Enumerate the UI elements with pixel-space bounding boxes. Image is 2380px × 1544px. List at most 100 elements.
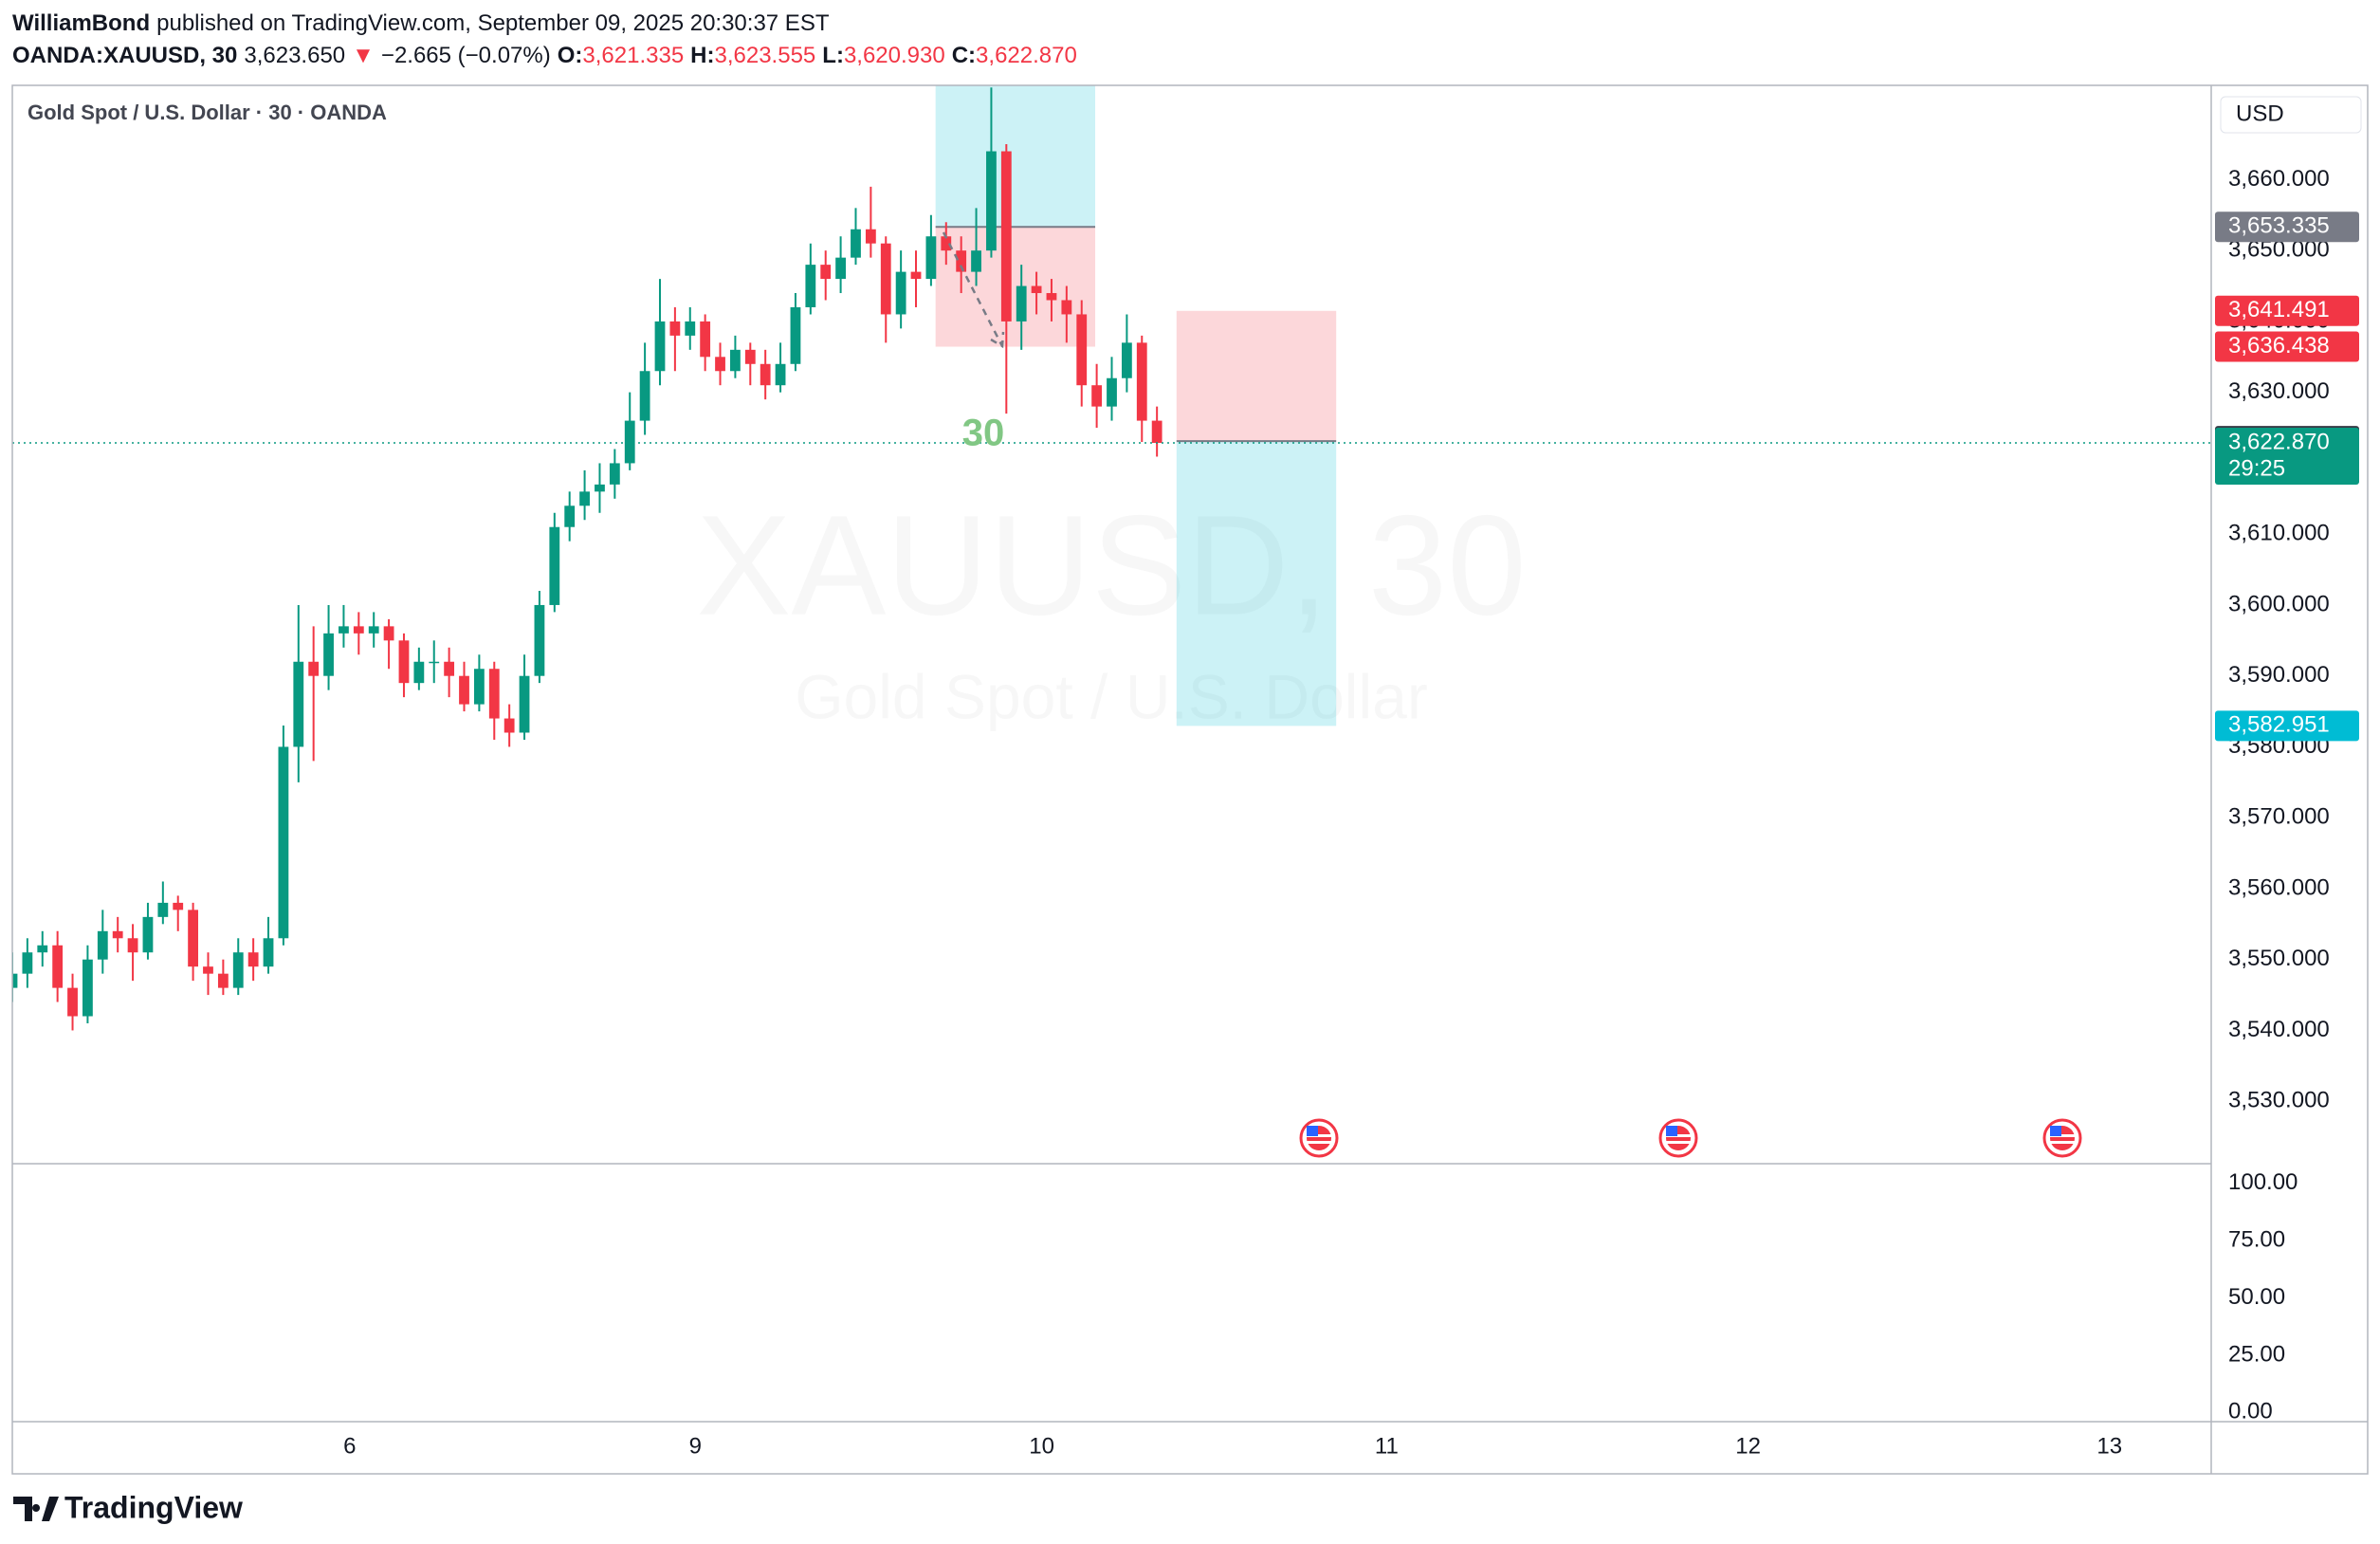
candle-body [1136,342,1147,421]
candle-body [12,973,18,988]
brand: TradingView [64,1490,243,1524]
candle-body [609,463,620,485]
candle-body [1151,420,1163,443]
event-flag [1299,1118,1339,1158]
candle-body [97,930,108,960]
candle-body [956,250,967,272]
footer: TradingView [13,1490,243,1524]
legend-title: Gold Spot / U.S. Dollar · 30 · OANDA [27,101,387,124]
candle-body [910,271,922,280]
y-tick-label: 3,570.000 [2228,804,2330,830]
price-label: 3,622.870 [2228,429,2330,454]
stop-zone [935,227,1096,347]
price-label-box [2215,331,2359,362]
candle-body [112,930,123,939]
countdown: 29:25 [2228,455,2285,481]
price: 3,623.650 [244,43,346,68]
candle-body [37,945,48,953]
price-label: 3,653.335 [2228,213,2330,239]
candle-body [880,243,891,315]
brand-logo [13,1497,59,1521]
candle-body [1046,293,1057,301]
candle-body [353,626,364,634]
o: 3,621.335 [582,43,685,68]
y-tick-label: 3,610.000 [2228,521,2330,546]
price-label-box [2215,295,2359,326]
published: published on TradingView.com, September … [156,10,830,36]
candle-body [1031,285,1042,294]
candle-body [188,910,199,967]
candle-body [473,669,485,705]
x-tick-label: 13 [2096,1433,2122,1459]
price-label: 3,636.438 [2228,333,2330,358]
price-label-box [2215,710,2359,742]
candle-body [1000,151,1012,322]
candle-body [232,952,244,988]
target-zone [1176,441,1337,726]
candle-body [173,902,184,910]
candle-body [564,505,576,527]
currency[interactable]: USD [2236,101,2284,126]
candle-body [1061,300,1072,315]
candle-body [669,321,681,336]
y-tick-label: 3,600.000 [2228,591,2330,616]
candle-body [142,916,154,953]
candle-body [851,229,861,258]
author: WilliamBond [12,10,151,36]
candle-body [157,902,169,917]
candle-body [820,265,832,280]
l: 3,620.930 [843,43,945,68]
header: WilliamBond published on TradingView.com,… [12,8,1077,72]
candle-body [744,349,756,364]
y-tick-label: 3,540.000 [2228,1017,2330,1042]
candle-body [308,661,320,676]
candle-body [293,661,304,747]
c-label: C: [951,43,977,68]
y-tick-label: 3,590.000 [2228,662,2330,688]
x-tick-label: 10 [1029,1433,1054,1459]
candle-body [383,626,394,641]
candles [12,87,2211,1031]
pane-tick-label: 100.00 [2228,1169,2298,1195]
candle-body [488,669,500,719]
candle-body [895,271,906,315]
candle-body [685,321,696,336]
price-label-box [2215,427,2359,485]
candle-body [760,363,771,386]
candle-body [217,973,229,988]
candle-body [549,526,560,605]
candle-body [429,661,440,664]
candle-body [986,151,997,251]
x-tick-label: 9 [689,1433,702,1459]
price-label-box [2215,211,2359,243]
symbol-line: OANDA:XAUUSD, 30 3,623.650 ▼ −2.665 (−0.07%… [12,40,1077,72]
h: 3,623.555 [714,43,816,68]
event-flag [1658,1118,1698,1158]
candle-body [247,952,259,967]
y-tick-label: 3,630.000 [2228,378,2330,404]
candle-body [22,952,33,974]
stop-zone [1176,310,1337,442]
l-label: L: [822,43,844,68]
target-zone [935,85,1096,228]
candle-body [1016,285,1027,322]
o-label: O: [557,43,583,68]
positions [935,85,1337,726]
y-tick-label: 3,530.000 [2228,1088,2330,1113]
frame [11,84,2369,1475]
candle-body [579,491,590,506]
candle-body [971,250,981,272]
watermark: XAUUSD, 30 [696,486,1526,645]
candle-body [775,363,786,386]
candle-body [278,746,289,939]
candle-body [865,229,876,244]
currency-button[interactable] [2220,96,2362,134]
candle-body [715,357,725,372]
candle-body [730,349,741,372]
candle-body [82,959,93,1017]
h-label: H: [690,43,715,68]
pane-tick-label: 50.00 [2228,1284,2285,1310]
candle-body [263,938,274,967]
x-tick-label: 6 [343,1433,356,1459]
